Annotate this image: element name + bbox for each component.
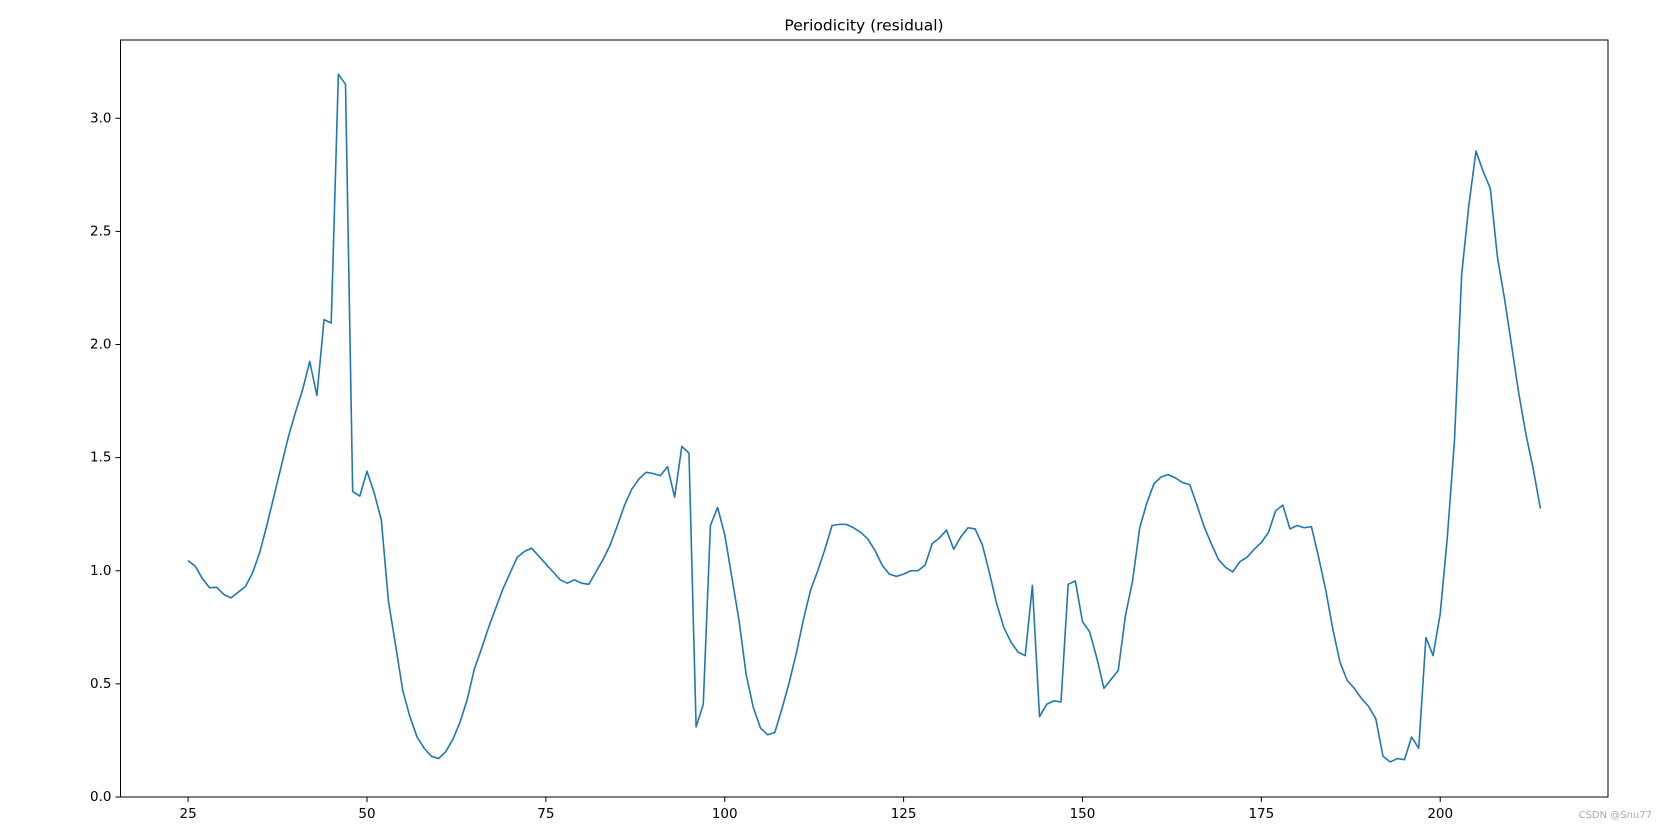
x-tick-label: 175	[1248, 806, 1274, 822]
y-tick-label: 1.5	[90, 450, 111, 466]
chart-title: Periodicity (residual)	[784, 17, 943, 35]
x-tick-label: 150	[1070, 806, 1096, 822]
y-tick-label: 1.0	[90, 563, 111, 579]
x-tick-label: 75	[537, 806, 554, 822]
y-tick-label: 2.5	[90, 223, 111, 239]
watermark: CSDN @Snu77	[1579, 810, 1652, 821]
x-tick-label: 100	[712, 806, 738, 822]
y-tick-label: 0.0	[90, 789, 111, 805]
x-tick-label: 25	[180, 806, 197, 822]
x-tick-label: 125	[891, 806, 917, 822]
axes-frame	[120, 39, 1609, 798]
y-tick-label: 0.5	[90, 676, 111, 692]
data-line	[187, 73, 1542, 763]
y-tick-label: 2.0	[90, 337, 111, 353]
y-tick-label: 3.0	[90, 110, 111, 126]
x-tick-label: 50	[358, 806, 375, 822]
x-tick-label: 200	[1427, 806, 1453, 822]
